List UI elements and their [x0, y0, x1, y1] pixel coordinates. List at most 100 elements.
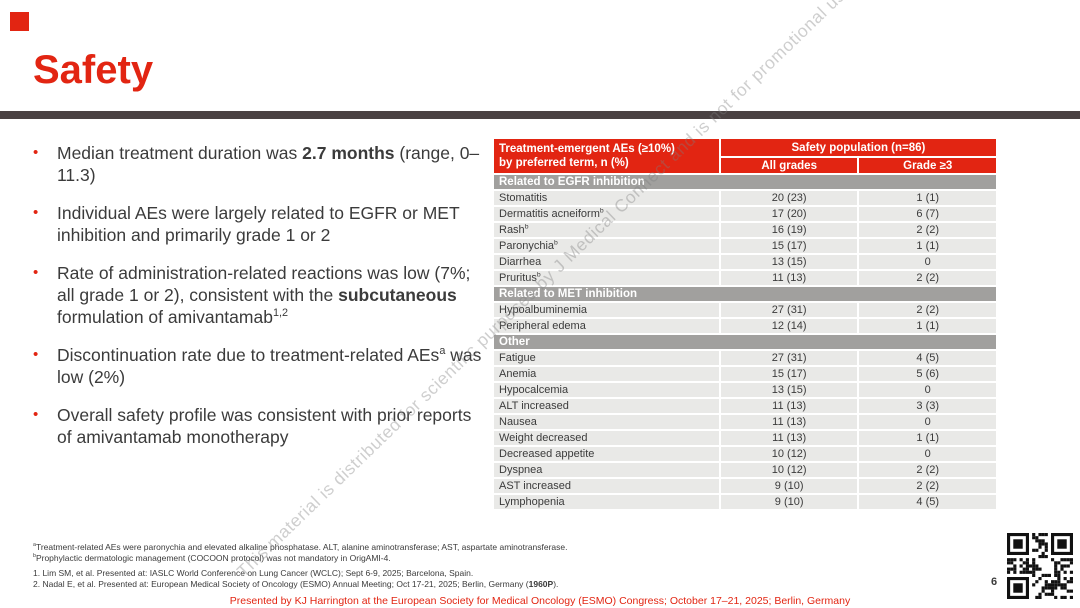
cell-term: Fatigue	[494, 351, 719, 365]
col-header-all-grades: All grades	[720, 158, 858, 173]
table-row: Anemia 15 (17) 5 (6)	[494, 367, 996, 381]
table-row: Pruritusb 11 (13) 2 (2)	[494, 271, 996, 285]
cell-all-grades: 11 (13)	[720, 431, 858, 445]
table-row: Stomatitis 20 (23) 1 (1)	[494, 191, 996, 205]
cell-grade3: 5 (6)	[859, 367, 996, 381]
cell-term: Nausea	[494, 415, 719, 429]
cell-term: Diarrhea	[494, 255, 719, 269]
cell-term: Peripheral edema	[494, 319, 719, 333]
cell-all-grades: 16 (19)	[720, 223, 858, 237]
page-title: Safety	[33, 48, 154, 92]
cell-grade3: 1 (1)	[859, 191, 996, 205]
table-header-term: Treatment-emergent AEs (≥10%) by preferre…	[494, 139, 719, 173]
table-row: Diarrhea 13 (15) 0	[494, 255, 996, 269]
cell-term: Dermatitis acneiformb	[494, 207, 719, 221]
cell-all-grades: 27 (31)	[720, 303, 858, 317]
footnote-line: aTreatment-related AEs were paronychia a…	[33, 542, 568, 552]
table-row: Hypoalbuminemia 27 (31) 2 (2)	[494, 303, 996, 317]
table-row: Fatigue 27 (31) 4 (5)	[494, 351, 996, 365]
title-rule-divider	[0, 111, 1080, 119]
reference-line: 2. Nadal E, et al. Presented at: Europea…	[33, 579, 559, 589]
footnotes: aTreatment-related AEs were paronychia a…	[33, 542, 568, 564]
cell-all-grades: 17 (20)	[720, 207, 858, 221]
table-row: Dermatitis acneiformb 17 (20) 6 (7)	[494, 207, 996, 221]
bullet-marker-icon: •	[33, 144, 39, 161]
cell-all-grades: 13 (15)	[720, 383, 858, 397]
cell-term: AST increased	[494, 479, 719, 493]
cell-grade3: 0	[859, 415, 996, 429]
bullet-item: • Overall safety profile was consistent w…	[33, 404, 485, 448]
cell-grade3: 1 (1)	[859, 319, 996, 333]
cell-all-grades: 10 (12)	[720, 463, 858, 477]
presented-footer: Presented by KJ Harrington at the Europe…	[229, 595, 851, 607]
cell-all-grades: 9 (10)	[720, 479, 858, 493]
bullet-item: • Rate of administration-related reaction…	[33, 262, 485, 328]
ae-table-grid: Treatment-emergent AEs (≥10%) by preferre…	[492, 137, 998, 511]
cell-all-grades: 11 (13)	[720, 399, 858, 413]
table-row: Dyspnea 10 (12) 2 (2)	[494, 463, 996, 477]
bullet-text: Median treatment duration was 2.7 months…	[57, 143, 480, 185]
cell-term: Weight decreased	[494, 431, 719, 445]
cell-all-grades: 10 (12)	[720, 447, 858, 461]
cell-all-grades: 15 (17)	[720, 239, 858, 253]
cell-grade3: 2 (2)	[859, 223, 996, 237]
cell-term: Hypoalbuminemia	[494, 303, 719, 317]
table-row: Weight decreased 11 (13) 1 (1)	[494, 431, 996, 445]
cell-term: Hypocalcemia	[494, 383, 719, 397]
cell-grade3: 1 (1)	[859, 239, 996, 253]
table-row: AST increased 9 (10) 2 (2)	[494, 479, 996, 493]
cell-all-grades: 20 (23)	[720, 191, 858, 205]
cell-grade3: 2 (2)	[859, 479, 996, 493]
reference-list: 1. Lim SM, et al. Presented at: IASLC Wo…	[33, 568, 558, 590]
table-section-row: Related to EGFR inhibition	[494, 175, 996, 189]
table-row: Lymphopenia 9 (10) 4 (5)	[494, 495, 996, 509]
bullet-item: • Individual AEs were largely related to …	[33, 202, 485, 246]
table-row: Hypocalcemia 13 (15) 0	[494, 383, 996, 397]
table-row: Paronychiab 15 (17) 1 (1)	[494, 239, 996, 253]
cell-term: Rashb	[494, 223, 719, 237]
cell-grade3: 2 (2)	[859, 463, 996, 477]
cell-grade3: 0	[859, 447, 996, 461]
cell-grade3: 0	[859, 383, 996, 397]
cell-term: ALT increased	[494, 399, 719, 413]
cell-all-grades: 15 (17)	[720, 367, 858, 381]
bullet-item: • Median treatment duration was 2.7 month…	[33, 142, 485, 186]
slide-accent-square	[10, 12, 29, 31]
table-row: Decreased appetite 10 (12) 0	[494, 447, 996, 461]
table-section-row: Related to MET inhibition	[494, 287, 996, 301]
bullet-text: Overall safety profile was consistent wi…	[57, 405, 472, 447]
cell-grade3: 6 (7)	[859, 207, 996, 221]
table-row: ALT increased 11 (13) 3 (3)	[494, 399, 996, 413]
qr-code	[1007, 533, 1073, 599]
reference-line: 1. Lim SM, et al. Presented at: IASLC Wo…	[33, 568, 474, 578]
cell-term: Anemia	[494, 367, 719, 381]
cell-term: Stomatitis	[494, 191, 719, 205]
bullet-text: Rate of administration-related reactions…	[57, 263, 471, 327]
footnote-line: bProphylactic dermatologic management (C…	[33, 553, 391, 563]
bullet-marker-icon: •	[33, 204, 39, 221]
cell-all-grades: 27 (31)	[720, 351, 858, 365]
table-row: Nausea 11 (13) 0	[494, 415, 996, 429]
cell-all-grades: 13 (15)	[720, 255, 858, 269]
page-number: 6	[991, 576, 998, 588]
cell-grade3: 4 (5)	[859, 495, 996, 509]
cell-all-grades: 12 (14)	[720, 319, 858, 333]
cell-grade3: 2 (2)	[859, 303, 996, 317]
cell-all-grades: 11 (13)	[720, 271, 858, 285]
bullet-item: • Discontinuation rate due to treatment-r…	[33, 344, 485, 388]
bullet-list: • Median treatment duration was 2.7 month…	[33, 142, 485, 464]
bullet-marker-icon: •	[33, 406, 39, 423]
cell-term: Lymphopenia	[494, 495, 719, 509]
cell-all-grades: 11 (13)	[720, 415, 858, 429]
cell-grade3: 3 (3)	[859, 399, 996, 413]
cell-grade3: 0	[859, 255, 996, 269]
table-row: Rashb 16 (19) 2 (2)	[494, 223, 996, 237]
bullet-marker-icon: •	[33, 264, 39, 281]
cell-grade3: 2 (2)	[859, 271, 996, 285]
table-row: Peripheral edema 12 (14) 1 (1)	[494, 319, 996, 333]
cell-term: Dyspnea	[494, 463, 719, 477]
table-section-row: Other	[494, 335, 996, 349]
cell-term: Decreased appetite	[494, 447, 719, 461]
cell-grade3: 1 (1)	[859, 431, 996, 445]
cell-grade3: 4 (5)	[859, 351, 996, 365]
